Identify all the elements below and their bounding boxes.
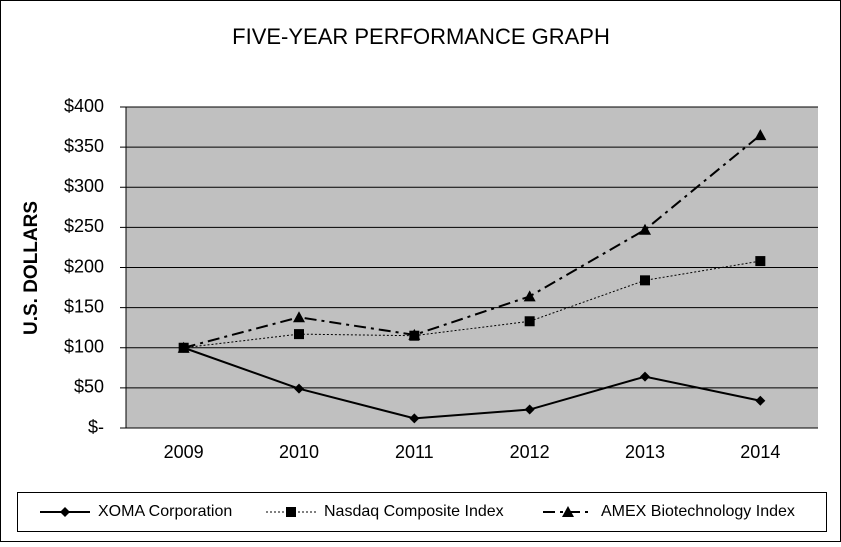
legend-box — [17, 492, 827, 532]
marker — [294, 383, 304, 394]
marker — [754, 129, 767, 141]
y-tick-label: $350 — [64, 136, 104, 156]
marker — [293, 311, 305, 323]
marker — [294, 329, 304, 340]
y-axis-label: U.S. DOLLARS — [21, 201, 42, 335]
y-tick-label: $400 — [64, 96, 104, 116]
y-tick-label: $50 — [74, 377, 104, 397]
x-tick-label: 2012 — [510, 442, 550, 462]
marker — [523, 290, 536, 302]
y-tick-label: $- — [88, 417, 104, 437]
marker — [408, 328, 421, 340]
marker — [177, 341, 190, 353]
x-tick-label: 2014 — [740, 442, 780, 462]
y-tick-label: $200 — [64, 256, 104, 276]
x-tick-label: 2010 — [279, 442, 319, 462]
series-line — [183, 260, 761, 349]
legend-label: Nasdaq Composite Index — [324, 503, 504, 520]
legend-marker — [60, 507, 70, 517]
y-tick-label: $300 — [64, 176, 104, 196]
x-tick-label: 2011 — [395, 442, 434, 462]
marker — [524, 404, 535, 415]
marker — [409, 413, 420, 424]
legend-label: XOMA Corporation — [98, 503, 232, 520]
legend-label: AMEX Biotechnology Index — [601, 503, 795, 520]
series-line — [183, 346, 761, 420]
marker — [524, 316, 535, 327]
legend-marker — [286, 507, 296, 517]
marker — [639, 223, 651, 235]
marker — [640, 275, 650, 286]
x-tick-label: 2009 — [164, 442, 204, 462]
marker — [755, 395, 766, 406]
marker — [755, 256, 766, 267]
marker — [640, 371, 650, 382]
chart-title: FIVE-YEAR PERFORMANCE GRAPH — [232, 24, 610, 49]
y-tick-label: $250 — [64, 216, 104, 236]
y-tick-label: $100 — [64, 337, 104, 357]
x-tick-label: 2013 — [625, 442, 665, 462]
y-tick-label: $150 — [64, 296, 104, 316]
legend-marker — [562, 506, 574, 517]
